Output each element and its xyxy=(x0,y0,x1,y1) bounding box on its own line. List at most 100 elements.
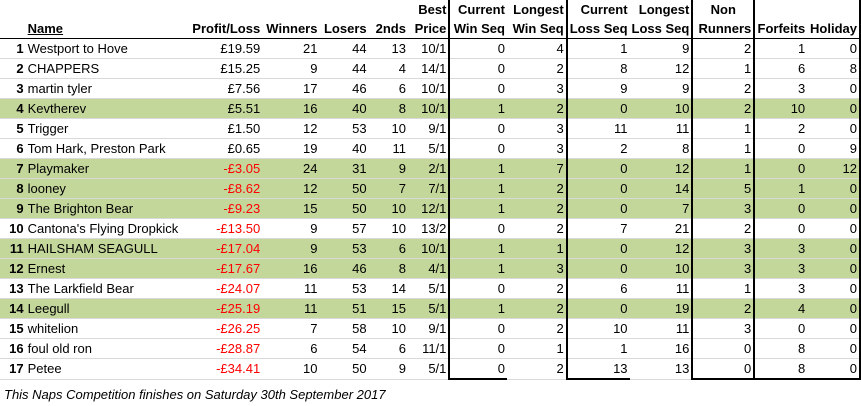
holiday-cell: 9 xyxy=(807,138,861,159)
player-name-cell: Westport to Hove xyxy=(25,38,191,59)
player-name-cell: Kevtherev xyxy=(25,98,191,119)
current-loss-seq-cell: 6 xyxy=(565,278,630,299)
losers-cell: 50 xyxy=(319,178,369,199)
winners-cell: 16 xyxy=(262,98,320,119)
winners-cell: 21 xyxy=(262,38,320,59)
winners-cell: 15 xyxy=(262,198,320,219)
best-price-cell: 10/1 xyxy=(407,38,450,59)
longest-loss-seq-cell: 13 xyxy=(629,358,693,380)
non-runners-cell: 0 xyxy=(691,358,755,380)
current-win-seq-cell: 1 xyxy=(448,198,507,219)
header-losers: Losers xyxy=(319,19,369,39)
forfeits-cell: 0 xyxy=(753,318,808,339)
seconds-cell: 6 xyxy=(368,338,408,359)
longest-win-seq-cell: 2 xyxy=(506,98,567,119)
longest-loss-seq-cell: 9 xyxy=(629,38,693,59)
current-loss-seq-cell: 0 xyxy=(565,238,630,259)
forfeits-cell: 3 xyxy=(753,238,808,259)
header-profit: Profit/Loss xyxy=(190,19,263,39)
forfeits-cell: 3 xyxy=(753,78,808,99)
best-price-cell: 5/1 xyxy=(407,298,450,319)
winners-cell: 19 xyxy=(262,138,320,159)
best-price-cell: 10/1 xyxy=(407,238,450,259)
holiday-cell: 0 xyxy=(807,298,861,319)
header-winners: Winners xyxy=(262,19,320,39)
non-runners-cell: 2 xyxy=(691,78,755,99)
holiday-cell: 8 xyxy=(807,58,861,79)
longest-loss-seq-cell: 12 xyxy=(629,238,693,259)
holiday-cell: 0 xyxy=(807,98,861,119)
longest-win-seq-cell: 2 xyxy=(506,298,567,319)
profit-loss-cell: -£17.04 xyxy=(190,238,263,259)
longest-loss-seq-cell: 10 xyxy=(629,98,693,119)
header-seconds: 2nds xyxy=(368,19,408,39)
forfeits-cell: 8 xyxy=(753,338,808,359)
forfeits-cell: 0 xyxy=(753,218,808,239)
longest-win-seq-cell: 7 xyxy=(506,158,567,179)
seconds-cell: 15 xyxy=(368,298,408,319)
player-name-cell: Ernest xyxy=(25,258,191,279)
position-cell: 17 xyxy=(0,358,26,380)
header-best: Best xyxy=(418,1,447,17)
current-win-seq-cell: 0 xyxy=(448,38,507,59)
current-loss-seq-cell: 0 xyxy=(565,258,630,279)
seconds-cell: 7 xyxy=(368,178,408,199)
non-runners-cell: 1 xyxy=(691,118,755,139)
header-longest-win-seq: Win Seq xyxy=(506,19,567,39)
holiday-cell: 0 xyxy=(807,338,861,359)
current-loss-seq-cell: 0 xyxy=(565,198,630,219)
player-name-cell: Petee xyxy=(25,358,191,380)
seconds-cell: 6 xyxy=(368,238,408,259)
table-row: 1 Westport to Hove £19.59 21 44 13 10/1 0 4 1 9 2 1 0 xyxy=(0,38,861,59)
player-name-cell: Playmaker xyxy=(25,158,191,179)
holiday-cell: 0 xyxy=(807,198,861,219)
position-cell: 10 xyxy=(0,218,26,239)
header-current-win: Current xyxy=(448,0,507,19)
losers-cell: 44 xyxy=(319,58,369,79)
player-name-cell: Trigger xyxy=(25,118,191,139)
winners-cell: 6 xyxy=(262,338,320,359)
current-loss-seq-cell: 0 xyxy=(565,98,630,119)
longest-loss-seq-cell: 12 xyxy=(629,58,693,79)
non-runners-cell: 2 xyxy=(691,218,755,239)
best-price-cell: 10/1 xyxy=(407,78,450,99)
non-runners-cell: 1 xyxy=(691,138,755,159)
profit-loss-cell: -£13.50 xyxy=(190,218,263,239)
header-row-2: Name Profit/Loss Winners Losers 2nds Pri… xyxy=(0,19,861,39)
current-win-seq-cell: 1 xyxy=(448,298,507,319)
losers-cell: 51 xyxy=(319,298,369,319)
seconds-cell: 9 xyxy=(368,158,408,179)
header-forfeits: Forfeits xyxy=(753,19,808,39)
winners-cell: 17 xyxy=(262,78,320,99)
losers-cell: 46 xyxy=(319,258,369,279)
longest-loss-seq-cell: 14 xyxy=(629,178,693,199)
seconds-cell: 14 xyxy=(368,278,408,299)
current-win-seq-cell: 0 xyxy=(448,218,507,239)
holiday-cell: 0 xyxy=(807,358,861,380)
current-loss-seq-cell: 7 xyxy=(565,218,630,239)
table-row: 6 Tom Hark, Preston Park £0.65 19 40 11 5/1 0 3 2… xyxy=(0,138,861,159)
header-current-win-seq: Win Seq xyxy=(448,19,507,39)
best-price-cell: 4/1 xyxy=(407,258,450,279)
seconds-cell: 9 xyxy=(368,358,408,380)
holiday-cell: 0 xyxy=(807,238,861,259)
table-row: 13 The Larkfield Bear -£24.07 11 53 14 5/1 0 2 6 1… xyxy=(0,278,861,299)
player-name-cell: Tom Hark, Preston Park xyxy=(25,138,191,159)
player-name-cell: looney xyxy=(25,178,191,199)
current-win-seq-cell: 0 xyxy=(448,318,507,339)
table-row: 15 whitelion -£26.25 7 58 10 9/1 0 2 10 11 3 0 0 xyxy=(0,318,861,339)
losers-cell: 53 xyxy=(319,118,369,139)
best-price-cell: 9/1 xyxy=(407,318,450,339)
losers-cell: 53 xyxy=(319,238,369,259)
holiday-cell: 0 xyxy=(807,38,861,59)
best-price-cell: 2/1 xyxy=(407,158,450,179)
profit-loss-cell: -£9.23 xyxy=(190,198,263,219)
header-name: Name xyxy=(25,19,191,39)
player-name-cell: HAILSHAM SEAGULL xyxy=(25,238,191,259)
position-cell: 2 xyxy=(0,58,26,79)
seconds-cell: 10 xyxy=(368,198,408,219)
forfeits-cell: 1 xyxy=(753,38,808,59)
winners-cell: 7 xyxy=(262,318,320,339)
longest-win-seq-cell: 2 xyxy=(506,218,567,239)
